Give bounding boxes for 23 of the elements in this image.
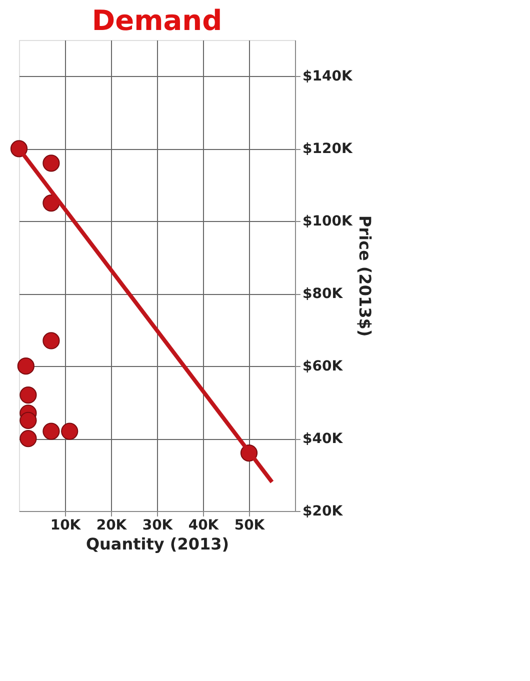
chart-title: Demand [92,4,222,37]
point [20,386,37,404]
y-tick-label: $60K [302,358,344,375]
y-tick-label: $40K [302,431,344,448]
point [42,332,60,350]
point [20,412,37,429]
point [42,154,60,172]
y-axis-title: Price (2013$) [355,215,374,337]
y-tick-label: $80K [302,286,344,302]
y-tick-label: $20K [302,504,344,520]
x-tick-label: 50K [234,518,266,534]
x-tick-label: 30K [142,518,174,534]
point [42,422,60,440]
y-tick-label: $100K [302,214,354,230]
x-tick-label: 20K [96,518,128,534]
point [17,358,34,375]
y-tick-label: $120K [302,141,354,158]
x-axis-title: Quantity (2013) [86,534,230,554]
x-tick-label: 40K [188,518,220,534]
point [20,430,37,448]
y-tick-label: $140K [302,68,354,85]
point [61,422,78,440]
x-tick-label: 10K [50,518,82,534]
